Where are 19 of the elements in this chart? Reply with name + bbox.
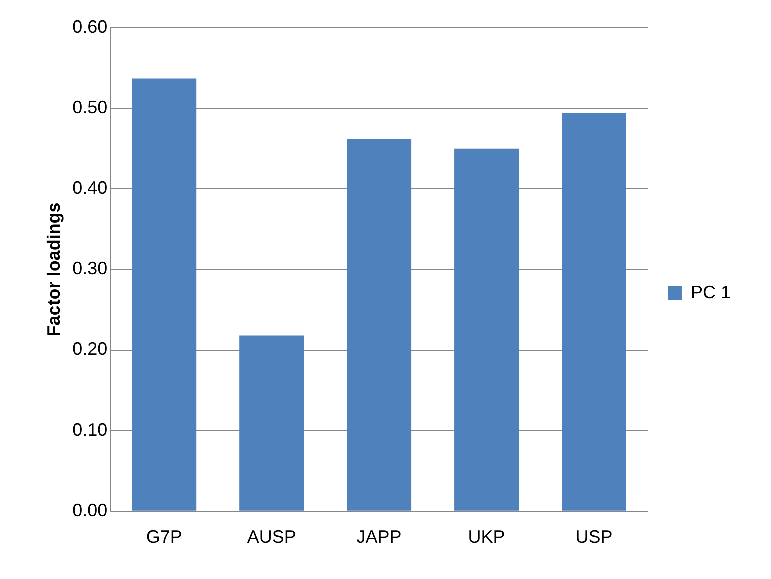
bar	[132, 78, 197, 511]
y-tick-label: 0.60	[72, 16, 108, 37]
bar	[562, 113, 626, 511]
y-tick-label: 0.30	[72, 258, 108, 279]
x-tick-label: G7P	[146, 527, 182, 548]
y-tick-label: 0.50	[72, 98, 108, 118]
y-tick-label: 0.40	[72, 178, 108, 198]
x-tick-label: AUSP	[247, 527, 296, 548]
x-tick-label: JAPP	[356, 527, 402, 548]
y-tick-label: 0.10	[72, 420, 108, 440]
legend-label: PC 1	[690, 282, 732, 302]
bar	[347, 139, 412, 511]
x-tick-label: USP	[576, 527, 613, 548]
y-tick-label: 0.20	[72, 339, 108, 360]
x-tick-label: UKP	[468, 527, 506, 548]
y-tick-label: 0.00	[72, 500, 108, 520]
y-axis-title: Factor loadings	[44, 202, 64, 337]
bar	[240, 336, 304, 511]
bar	[454, 148, 520, 511]
